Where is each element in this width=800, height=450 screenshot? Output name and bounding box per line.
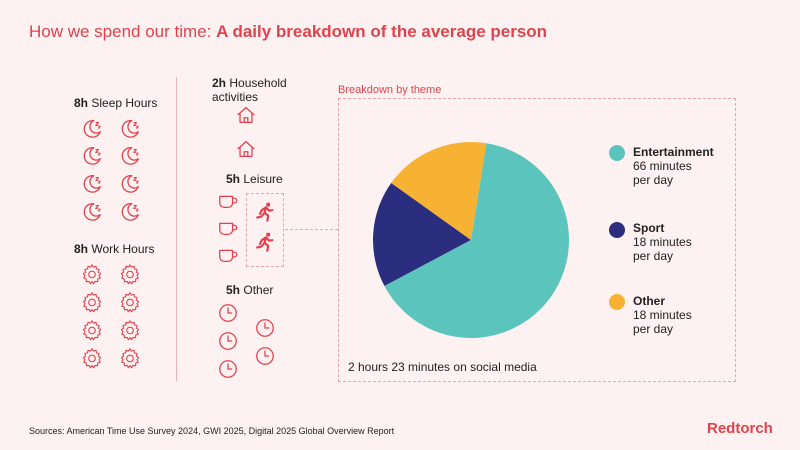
moon-icon: [119, 201, 141, 223]
runner-icon: [254, 231, 276, 253]
gear-icon: [119, 291, 141, 313]
cup-icon: [217, 190, 239, 212]
sleep-hours: 8h: [74, 96, 89, 110]
theme-title: Breakdown by theme: [338, 84, 442, 96]
clock-icon: [217, 302, 239, 324]
social-media-note: 2 hours 23 minutes on social media: [348, 360, 537, 374]
moon-icon: [81, 145, 103, 167]
runner-icon: [254, 201, 276, 223]
sleep-text: Sleep Hours: [91, 96, 158, 110]
gear-icon: [119, 347, 141, 369]
legend-name-entertainment: Entertainment: [633, 145, 714, 159]
column-divider: [176, 77, 177, 381]
leisure-hours: 5h: [226, 172, 241, 186]
household-label: 2h Household activities: [212, 76, 287, 104]
pie-chart: [373, 142, 569, 338]
sources-footnote: Sources: American Time Use Survey 2024, …: [29, 426, 395, 436]
brand-logo: Redtorch: [707, 420, 773, 437]
gear-icon: [81, 291, 103, 313]
theme-box: [338, 98, 736, 382]
moon-icon: [119, 118, 141, 140]
leisure-connector-line: [285, 229, 338, 230]
moon-icon: [119, 173, 141, 195]
gear-icon: [81, 319, 103, 341]
pie-slice-other: [391, 142, 487, 240]
moon-icon: [81, 201, 103, 223]
moon-icon: [119, 145, 141, 167]
gear-icon: [119, 319, 141, 341]
other-text: Other: [243, 283, 274, 297]
gear-icon: [119, 263, 141, 285]
household-text-1: Household: [229, 76, 287, 90]
cup-icon: [217, 217, 239, 239]
work-label: 8h Work Hours: [74, 242, 154, 256]
leisure-highlight-box: [246, 193, 284, 267]
gear-icon: [81, 263, 103, 285]
household-hours: 2h: [212, 76, 227, 90]
social-media-strong: 2 hours 23 minutes: [348, 360, 451, 374]
sleep-label: 8h Sleep Hours: [74, 96, 157, 110]
moon-icon: [81, 173, 103, 195]
cup-icon: [217, 244, 239, 266]
title-prefix: How we spend our time:: [29, 22, 217, 41]
legend-dot-sport: [609, 222, 625, 238]
legend-value-sport: 18 minutes per day: [633, 235, 692, 263]
household-text-2: activities: [212, 90, 259, 104]
pie-slice-sport: [373, 183, 471, 287]
other-label: 5h Other: [226, 283, 273, 297]
other-hours: 5h: [226, 283, 241, 297]
legend-dot-other: [609, 294, 625, 310]
clock-icon: [254, 317, 276, 339]
legend-dot-entertainment: [609, 145, 625, 161]
house-icon: [235, 138, 257, 160]
legend-value-entertainment: 66 minutes per day: [633, 159, 692, 187]
leisure-label: 5h Leisure: [226, 172, 283, 186]
clock-icon: [217, 330, 239, 352]
social-media-rest: on social media: [450, 360, 537, 374]
work-text: Work Hours: [91, 242, 155, 256]
clock-icon: [217, 358, 239, 380]
leisure-text: Leisure: [243, 172, 283, 186]
pie-slice-entertainment: [384, 143, 569, 338]
gear-icon: [81, 347, 103, 369]
moon-icon: [81, 118, 103, 140]
legend-name-other: Other: [633, 294, 666, 308]
title-emphasis: A daily breakdown of the average person: [216, 22, 548, 41]
legend-name-sport: Sport: [633, 221, 665, 235]
legend-value-other: 18 minutes per day: [633, 308, 692, 336]
work-hours: 8h: [74, 242, 89, 256]
house-icon: [235, 104, 257, 126]
clock-icon: [254, 345, 276, 367]
page-title: How we spend our time: A daily breakdown…: [29, 22, 547, 42]
